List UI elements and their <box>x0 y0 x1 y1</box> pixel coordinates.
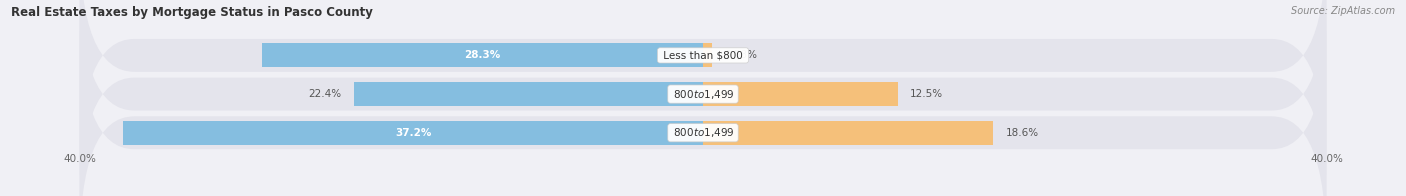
Bar <box>124 121 703 145</box>
Text: Less than $800: Less than $800 <box>659 50 747 60</box>
Bar <box>703 82 898 106</box>
Bar <box>703 43 711 67</box>
FancyBboxPatch shape <box>80 14 1326 196</box>
Text: 22.4%: 22.4% <box>308 89 342 99</box>
Text: $800 to $1,499: $800 to $1,499 <box>671 126 735 139</box>
Text: 28.3%: 28.3% <box>464 50 501 60</box>
Text: $800 to $1,499: $800 to $1,499 <box>671 88 735 101</box>
FancyBboxPatch shape <box>80 0 1326 174</box>
Bar <box>703 121 993 145</box>
Text: 12.5%: 12.5% <box>910 89 943 99</box>
Text: 18.6%: 18.6% <box>1005 128 1039 138</box>
Bar <box>262 43 703 67</box>
Text: Real Estate Taxes by Mortgage Status in Pasco County: Real Estate Taxes by Mortgage Status in … <box>11 6 373 19</box>
Text: 0.58%: 0.58% <box>724 50 758 60</box>
Bar <box>354 82 703 106</box>
Text: Source: ZipAtlas.com: Source: ZipAtlas.com <box>1291 6 1395 16</box>
Text: 37.2%: 37.2% <box>395 128 432 138</box>
FancyBboxPatch shape <box>80 0 1326 196</box>
